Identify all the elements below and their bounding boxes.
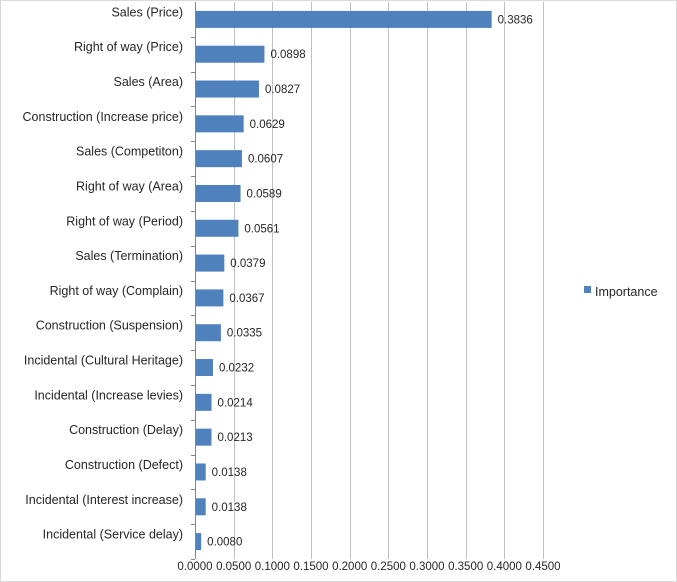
category-label: Right of way (Complain) xyxy=(50,284,183,298)
value-labels: 0.3836 0.0898 0.0827 0.0629 0.0607 0.0589 0.05… xyxy=(207,14,533,548)
bar xyxy=(196,463,206,481)
category-label: Incidental (Service delay) xyxy=(43,528,183,542)
bar xyxy=(196,115,244,133)
x-tick-label: 0.4000 xyxy=(487,561,522,573)
data-label: 0.0607 xyxy=(248,154,283,166)
category-label: Incidental (Cultural Heritage) xyxy=(24,354,183,368)
category-label: Sales (Termination) xyxy=(75,249,183,263)
data-label: 0.0232 xyxy=(219,363,254,375)
legend-label-importance: Importance xyxy=(595,285,658,299)
bars xyxy=(196,10,492,551)
data-label: 0.0629 xyxy=(250,119,285,131)
category-label: Construction (Suspension) xyxy=(36,319,183,333)
bar xyxy=(196,533,202,551)
category-label: Right of way (Period) xyxy=(66,214,183,228)
category-label: Construction (Delay) xyxy=(69,423,183,437)
category-label: Construction (Increase price) xyxy=(23,110,183,124)
data-label: 0.0367 xyxy=(229,293,264,305)
data-label: 0.0379 xyxy=(230,258,265,270)
category-label: Incidental (Interest increase) xyxy=(25,493,183,507)
bar xyxy=(196,498,206,516)
category-label: Sales (Area) xyxy=(114,75,183,89)
data-label: 0.0898 xyxy=(270,49,305,61)
data-label: 0.0589 xyxy=(247,188,282,200)
category-label: Incidental (Increase levies) xyxy=(34,388,183,402)
data-label: 0.0335 xyxy=(227,328,262,340)
data-label: 0.0214 xyxy=(218,397,254,409)
bar xyxy=(196,10,492,28)
data-label: 0.0213 xyxy=(217,432,252,444)
x-tick-label: 0.4500 xyxy=(525,561,560,573)
bar xyxy=(196,219,239,237)
x-tick-label: 0.1000 xyxy=(255,561,290,573)
bar xyxy=(196,393,212,411)
data-label: 0.0827 xyxy=(265,84,300,96)
x-tick-label: 0.2500 xyxy=(371,561,406,573)
category-label: Right of way (Price) xyxy=(74,40,183,54)
data-label: 0.0138 xyxy=(212,467,247,479)
category-label: Construction (Defect) xyxy=(65,458,183,472)
data-label: 0.0138 xyxy=(212,502,247,514)
legend: Importance xyxy=(584,285,658,299)
bar xyxy=(196,428,212,446)
legend-swatch-importance xyxy=(584,286,591,293)
data-label: 0.3836 xyxy=(498,14,533,26)
x-tick-labels: 0.0000 0.0500 0.1000 0.1500 0.2000 0.2500 0.30… xyxy=(177,561,560,573)
bar xyxy=(196,184,241,202)
x-tick-label: 0.3500 xyxy=(448,561,483,573)
category-label: Sales (Competiton) xyxy=(76,145,183,159)
category-labels: Sales (Price) Right of way (Price) Sales (… xyxy=(23,5,183,541)
bar xyxy=(196,254,225,272)
bar xyxy=(196,324,221,342)
category-label: Sales (Price) xyxy=(111,5,183,19)
bar xyxy=(196,45,265,63)
data-label: 0.0561 xyxy=(244,223,279,235)
x-tick-label: 0.0000 xyxy=(177,561,212,573)
x-tick-label: 0.3000 xyxy=(409,561,444,573)
x-tick-label: 0.1500 xyxy=(293,561,328,573)
bar xyxy=(196,359,213,377)
bar xyxy=(196,289,224,307)
bar xyxy=(196,150,242,168)
bar xyxy=(196,80,259,98)
x-tick-label: 0.0500 xyxy=(216,561,251,573)
x-tick-label: 0.2000 xyxy=(332,561,367,573)
category-label: Right of way (Area) xyxy=(76,179,183,193)
data-label: 0.0080 xyxy=(207,537,242,549)
